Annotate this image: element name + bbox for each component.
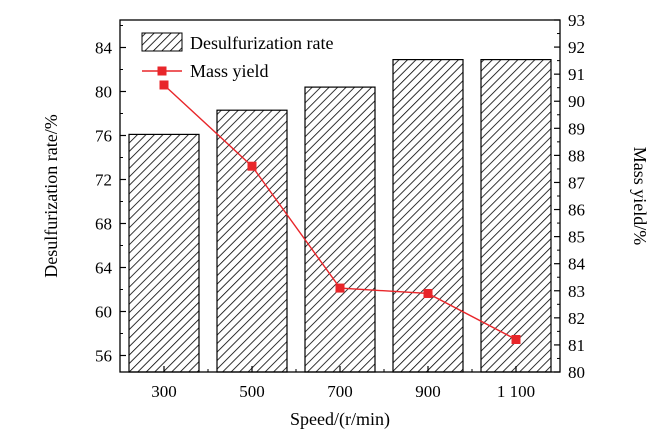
right-tick-label: 80: [568, 363, 585, 382]
left-axis-title: Desulfurization rate/%: [41, 114, 61, 277]
bar-900: [392, 58, 464, 373]
left-tick-label: 72: [95, 171, 112, 190]
bar-1100: [480, 58, 552, 373]
left-tick-label: 60: [95, 303, 112, 322]
left-tick-label: 80: [95, 83, 112, 102]
mass-yield-point-500: [247, 161, 257, 171]
right-axis-title: Mass yield/%: [630, 147, 650, 246]
x-tick-label: 700: [327, 382, 353, 401]
right-tick-label: 88: [568, 146, 585, 165]
right-tick-label: 84: [568, 255, 586, 274]
legend-swatch-desulfurization: [141, 32, 183, 52]
legend-label-desulfurization: Desulfurization rate: [190, 33, 333, 53]
left-tick-label: 84: [95, 39, 113, 58]
x-axis-ticks: 300 500 700 900 1 100: [119, 366, 561, 401]
right-tick-label: 86: [568, 201, 585, 220]
x-tick-label: 300: [151, 382, 177, 401]
mass-yield-point-900: [423, 288, 433, 298]
mass-yield-point-1100: [511, 335, 521, 345]
x-tick-label: 500: [239, 382, 265, 401]
right-tick-label: 90: [568, 92, 585, 111]
x-axis-title: Speed/(r/min): [290, 409, 390, 430]
right-tick-label: 87: [568, 173, 586, 192]
right-tick-label: 89: [568, 119, 585, 138]
legend-marker-mass-yield: [157, 66, 167, 76]
left-tick-label: 64: [95, 259, 113, 278]
mass-yield-point-300: [159, 80, 169, 90]
line-series-group: [159, 80, 521, 345]
left-tick-label: 76: [95, 127, 112, 146]
x-tick-label: 1 100: [497, 382, 535, 401]
legend-label-mass-yield: Mass yield: [190, 61, 269, 81]
mass-yield-point-700: [335, 283, 345, 293]
legend: Desulfurization rate Mass yield: [141, 32, 333, 81]
right-tick-label: 82: [568, 309, 585, 328]
right-tick-label: 85: [568, 228, 585, 247]
right-tick-label: 83: [568, 282, 585, 301]
left-tick-label: 56: [95, 347, 112, 366]
left-tick-label: 68: [95, 215, 112, 234]
right-tick-label: 91: [568, 65, 585, 84]
bar-300: [128, 133, 200, 373]
x-tick-label: 900: [415, 382, 441, 401]
right-tick-label: 81: [568, 336, 585, 355]
bar-500: [216, 109, 288, 373]
right-axis-ticks: 80 81 82 83 84 85 86 87 88 89 90 91 92 93: [554, 11, 586, 382]
right-tick-label: 93: [568, 11, 585, 30]
bar-700: [304, 86, 376, 373]
right-tick-label: 92: [568, 38, 585, 57]
left-axis-ticks: 56 60 64 68 72 76 80 84: [95, 25, 126, 366]
bar-series-group: [128, 58, 552, 373]
